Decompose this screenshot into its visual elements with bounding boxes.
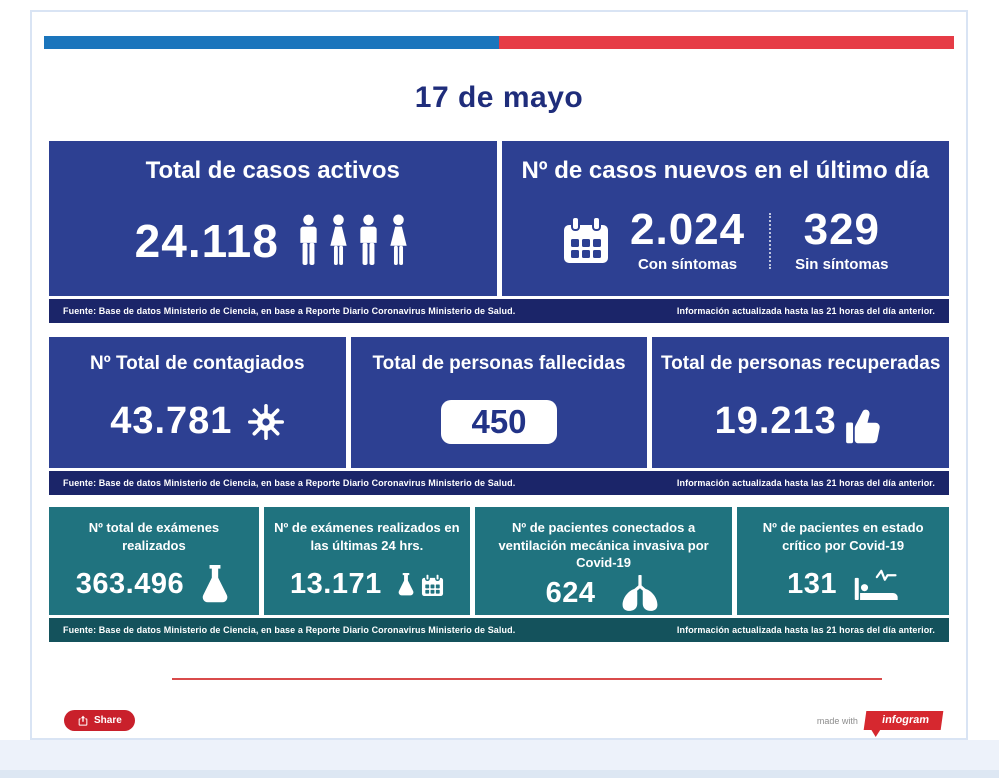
infected-title: Nº Total de contagiados <box>90 353 305 374</box>
source-text: Fuente: Base de datos Ministerio de Cien… <box>63 478 516 488</box>
active-cases-panel: Total de casos activos 24.118 <box>49 141 949 323</box>
ventilated-title: Nº de pacientes conectados a ventilación… <box>498 520 709 571</box>
tests-24h-box: Nº de exámenes realizados en las últimas… <box>263 507 470 615</box>
person-woman-icon <box>330 214 347 265</box>
person-man-icon <box>360 214 377 265</box>
share-button-label: Share <box>94 715 122 726</box>
active-cases-value: 24.118 <box>134 214 279 267</box>
red-divider-line <box>172 678 882 680</box>
deceased-box: Total de personas fallecidas 450 <box>350 337 648 468</box>
source-strip: Fuente: Base de datos Ministerio de Cien… <box>49 618 949 642</box>
date-title: 17 de mayo <box>414 81 584 114</box>
with-symptoms-label: Con síntomas <box>637 256 738 273</box>
tests-total-box: Nº total de exámenes realizados 363.496 <box>49 507 259 615</box>
critical-box: Nº de pacientes en estado crítico por Co… <box>737 507 949 615</box>
header-color-bar <box>44 36 954 49</box>
infected-box: Nº Total de contagiados 43.781 <box>49 337 346 468</box>
with-symptoms-value: 2.024 <box>630 205 746 254</box>
card-footer: Share made with infogram <box>64 710 944 731</box>
thumbs-up-icon <box>845 409 880 443</box>
tests-total-title: Nº total de exámenes realizados <box>88 520 220 553</box>
active-cases-title: Total de casos activos <box>145 157 400 184</box>
source-strip: Fuente: Base de datos Ministerio de Cien… <box>49 471 949 495</box>
header-bar-red <box>499 36 954 49</box>
person-man-icon <box>300 214 317 265</box>
flask-small-icon <box>398 572 414 595</box>
update-info-text: Información actualizada hasta las 21 hor… <box>676 478 935 488</box>
page-bottom-band <box>0 740 999 778</box>
deceased-value: 450 <box>441 399 557 444</box>
tests-total-value: 363.496 <box>75 568 185 601</box>
calendar-icon <box>564 216 609 263</box>
ventilated-value: 624 <box>545 576 596 609</box>
source-strip: Fuente: Base de datos Ministerio de Cien… <box>49 299 949 323</box>
hospital-bed-icon <box>854 569 898 600</box>
recovered-box: Total de personas recuperadas 19.213 <box>652 337 950 468</box>
critical-value: 131 <box>787 568 838 601</box>
tests-24h-title: Nº de exámenes realizados en las últimas… <box>274 520 460 553</box>
infected-value: 43.781 <box>110 400 233 442</box>
flask-icon <box>202 564 228 602</box>
recovered-value: 19.213 <box>714 400 837 442</box>
source-text: Fuente: Base de datos Ministerio de Cien… <box>63 625 516 635</box>
share-button[interactable]: Share <box>64 710 135 731</box>
update-info-text: Información actualizada hasta las 21 hor… <box>676 306 935 316</box>
people-icons <box>297 214 411 268</box>
source-text: Fuente: Base de datos Ministerio de Cien… <box>63 306 516 316</box>
without-symptoms-stat: 329 Sin síntomas <box>795 205 889 274</box>
active-cases-box: Total de casos activos 24.118 <box>49 141 497 296</box>
made-with-group: made with infogram <box>816 711 944 730</box>
new-cases-box: Nº de casos nuevos en el último día <box>501 141 949 296</box>
infographic-card: 17 de mayo Total de casos activos 24.118 <box>30 10 968 740</box>
share-icon <box>78 715 88 726</box>
header-bar-blue <box>44 36 499 49</box>
ventilated-box: Nº de pacientes conectados a ventilación… <box>474 507 733 615</box>
recovered-title: Total de personas recuperadas <box>660 353 941 374</box>
dotted-divider <box>769 212 772 269</box>
person-woman-icon <box>390 214 407 265</box>
calendar-small-icon <box>421 573 443 596</box>
with-symptoms-stat: 2.024 Con síntomas <box>630 205 746 274</box>
critical-title: Nº de pacientes en estado crítico por Co… <box>762 520 924 553</box>
without-symptoms-value: 329 <box>803 205 881 254</box>
made-with-label: made with <box>816 715 858 726</box>
tests-24h-value: 13.171 <box>290 568 382 601</box>
new-cases-title: Nº de casos nuevos en el último día <box>521 157 930 184</box>
deceased-title: Total de personas fallecidas <box>372 353 626 374</box>
without-symptoms-label: Sin síntomas <box>795 256 889 273</box>
totals-panel: Nº Total de contagiados 43.781 <box>49 337 950 495</box>
virus-icon <box>248 403 285 440</box>
health-system-panel: Nº total de exámenes realizados 363.496 … <box>49 507 949 642</box>
infogram-badge[interactable]: infogram <box>863 711 944 730</box>
update-info-text: Información actualizada hasta las 21 hor… <box>676 625 935 635</box>
lungs-icon <box>622 574 657 611</box>
